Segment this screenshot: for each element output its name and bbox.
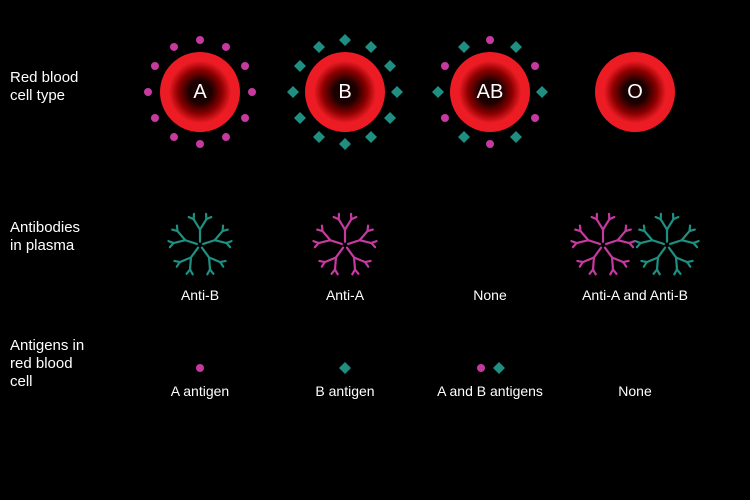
antigen-a-marker-icon bbox=[248, 88, 256, 96]
antibody-label: Anti-A bbox=[326, 287, 365, 303]
antigen-a-marker-icon bbox=[477, 364, 485, 372]
antigen-a-marker-icon bbox=[196, 140, 204, 148]
cell-letter: O bbox=[627, 81, 643, 103]
antigen-a-marker-icon bbox=[486, 36, 494, 44]
antibody-label: None bbox=[473, 287, 507, 303]
cell-letter: A bbox=[193, 81, 207, 103]
antigen-a-marker-icon bbox=[222, 133, 230, 141]
antigen-a-marker-icon bbox=[170, 43, 178, 51]
antigen-a-marker-icon bbox=[531, 62, 539, 70]
antigen-legend-label: B antigen bbox=[315, 383, 374, 399]
antigen-legend-label: None bbox=[618, 383, 652, 399]
antibody-label: Anti-B bbox=[181, 287, 219, 303]
antigen-a-marker-icon bbox=[144, 88, 152, 96]
row-label: Antibodies bbox=[10, 219, 80, 236]
antigen-a-marker-icon bbox=[196, 364, 204, 372]
row-label: Red blood bbox=[10, 69, 78, 86]
cell-letter: B bbox=[338, 81, 351, 103]
antigen-a-marker-icon bbox=[241, 62, 249, 70]
row-label: Antigens in bbox=[10, 337, 84, 354]
row-label: red blood bbox=[10, 355, 73, 372]
cell-letter: AB bbox=[477, 81, 504, 103]
antigen-a-marker-icon bbox=[441, 62, 449, 70]
antigen-a-marker-icon bbox=[196, 36, 204, 44]
antibody-label: Anti-A and Anti-B bbox=[582, 287, 688, 303]
row-label: cell bbox=[10, 373, 33, 390]
antigen-a-marker-icon bbox=[531, 114, 539, 122]
blood-cell: O bbox=[595, 52, 675, 132]
antigen-a-marker-icon bbox=[151, 62, 159, 70]
antigen-legend-label: A and B antigens bbox=[437, 383, 543, 399]
antigen-a-marker-icon bbox=[151, 114, 159, 122]
antigen-legend-label: A antigen bbox=[171, 383, 229, 399]
antigen-a-marker-icon bbox=[486, 140, 494, 148]
row-label: in plasma bbox=[10, 237, 75, 254]
antigen-a-marker-icon bbox=[222, 43, 230, 51]
antibody-cell: None bbox=[473, 287, 507, 303]
antigen-a-marker-icon bbox=[441, 114, 449, 122]
row-label: cell type bbox=[10, 87, 65, 104]
antigen-a-marker-icon bbox=[170, 133, 178, 141]
antigen-legend-cell: None bbox=[618, 383, 652, 399]
antigen-a-marker-icon bbox=[241, 114, 249, 122]
